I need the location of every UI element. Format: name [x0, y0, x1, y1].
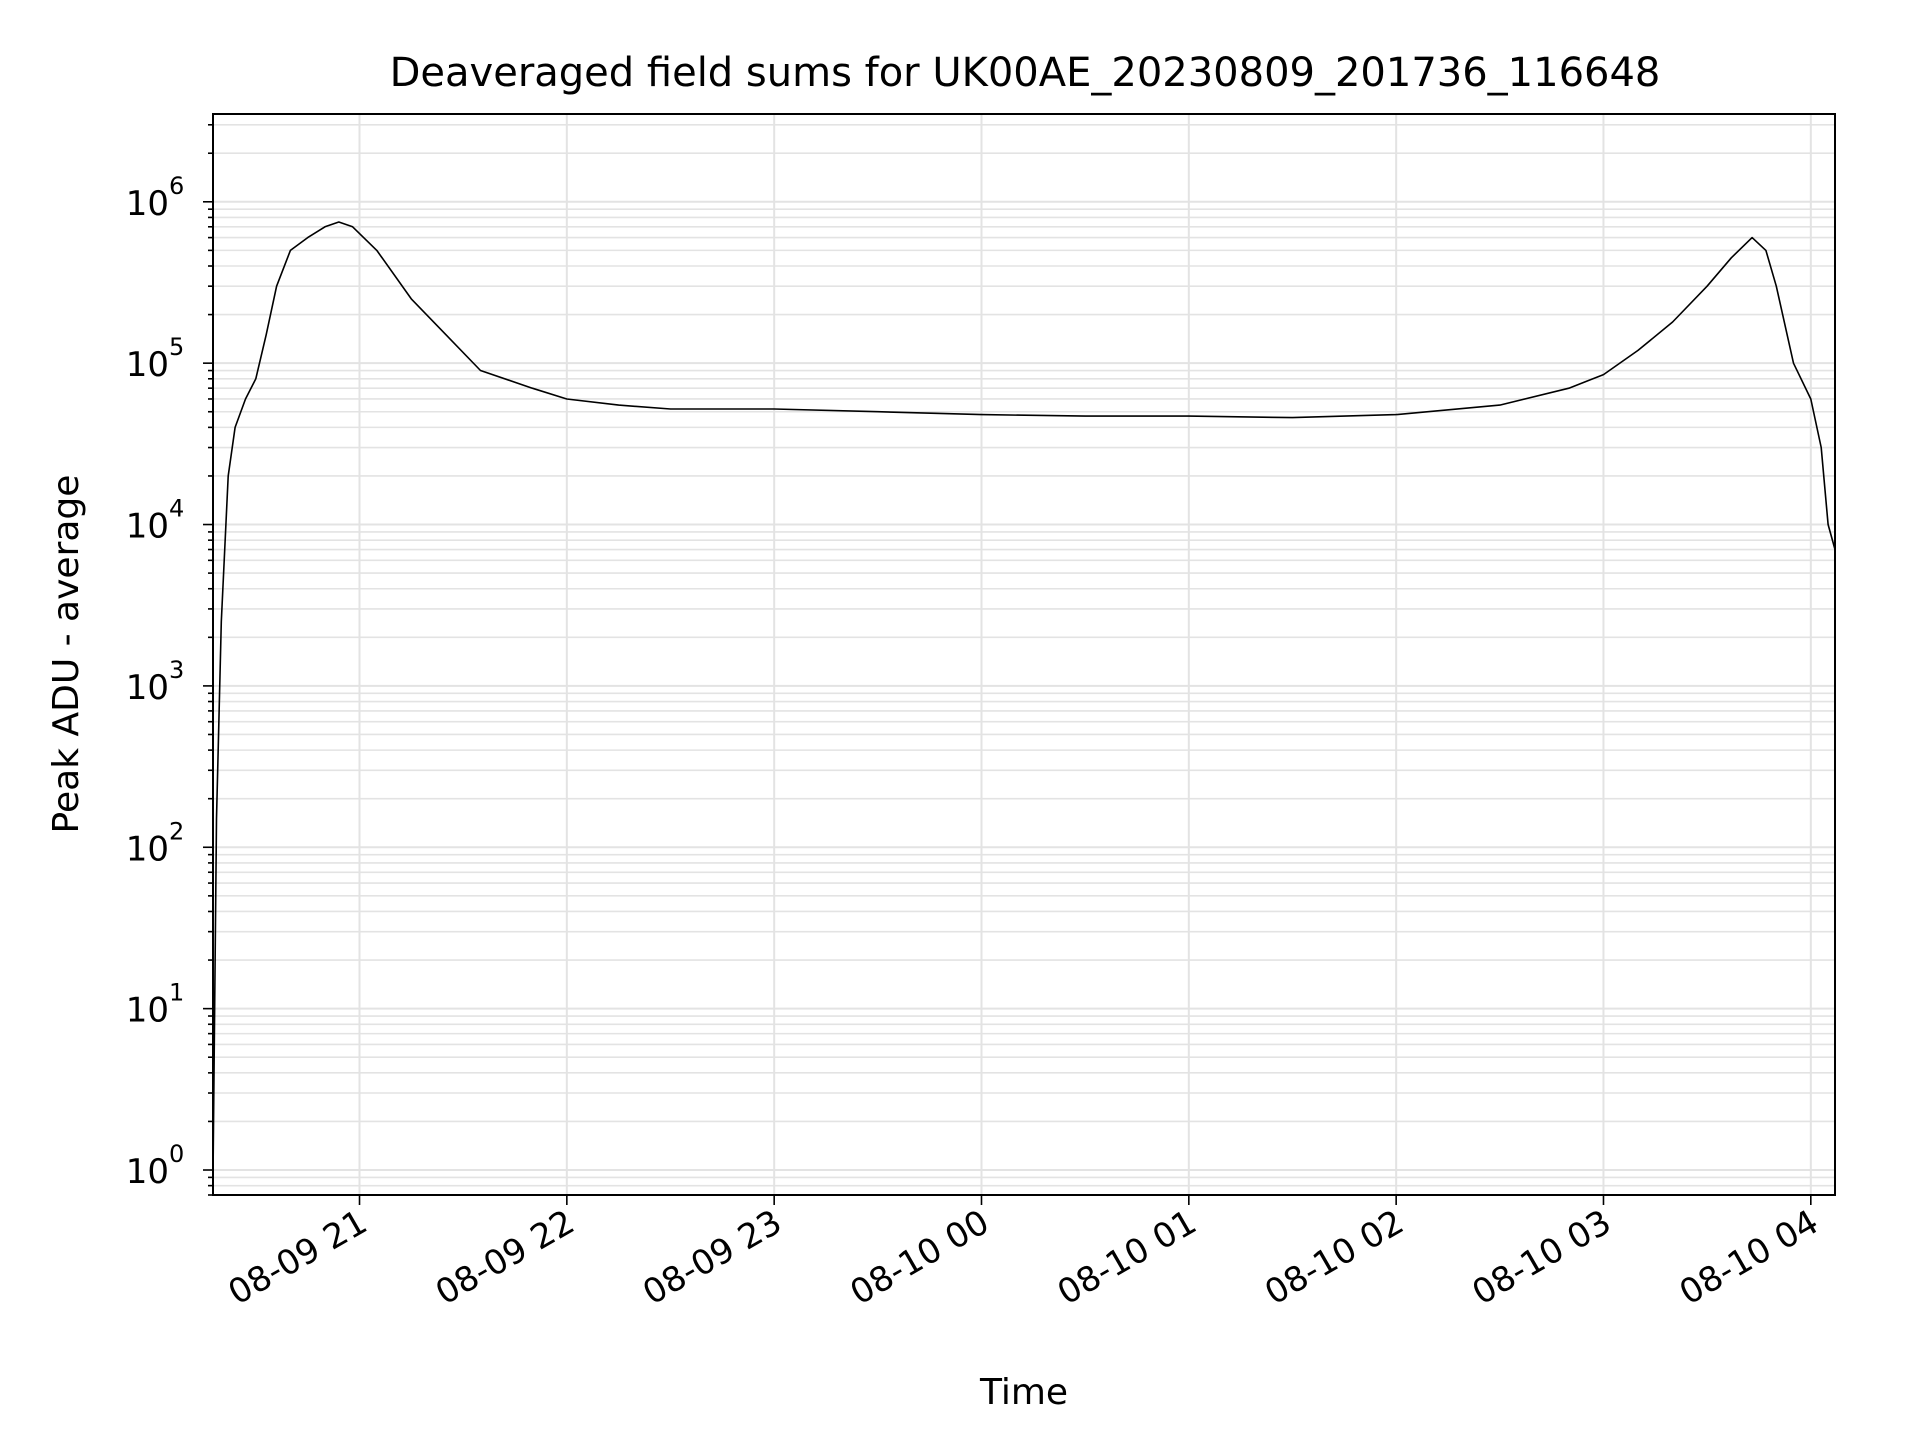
- x-axis-label: Time: [979, 1372, 1068, 1413]
- y-tick-exponent: 6: [169, 172, 184, 200]
- y-tick-label: 10: [126, 991, 169, 1031]
- x-gridlines: [358, 114, 1812, 1195]
- y-tick-label: 10: [126, 829, 169, 869]
- y-axis-label: Peak ADU - average: [46, 475, 87, 834]
- data-series: [212, 221, 1836, 1178]
- y-tick-label: 10: [126, 668, 169, 708]
- y-gridlines: [213, 124, 1835, 1196]
- y-tick-label: 10: [126, 345, 169, 385]
- series-line: [212, 221, 1836, 1178]
- y-tick-exponent: 1: [169, 979, 184, 1007]
- plot-frame: [212, 113, 1836, 1196]
- y-tick-exponent: 3: [169, 656, 184, 684]
- y-tick-exponent: 4: [169, 495, 184, 523]
- y-tick-label: 10: [126, 184, 169, 224]
- chart-title: Deaveraged field sums for UK00AE_2023080…: [390, 50, 1661, 96]
- y-tick-label: 10: [126, 1152, 169, 1192]
- y-tick-label: 10: [126, 507, 169, 547]
- y-tick-exponent: 2: [169, 817, 184, 845]
- y-tick-exponent: 0: [169, 1140, 184, 1168]
- y-tick-exponent: 5: [169, 333, 184, 361]
